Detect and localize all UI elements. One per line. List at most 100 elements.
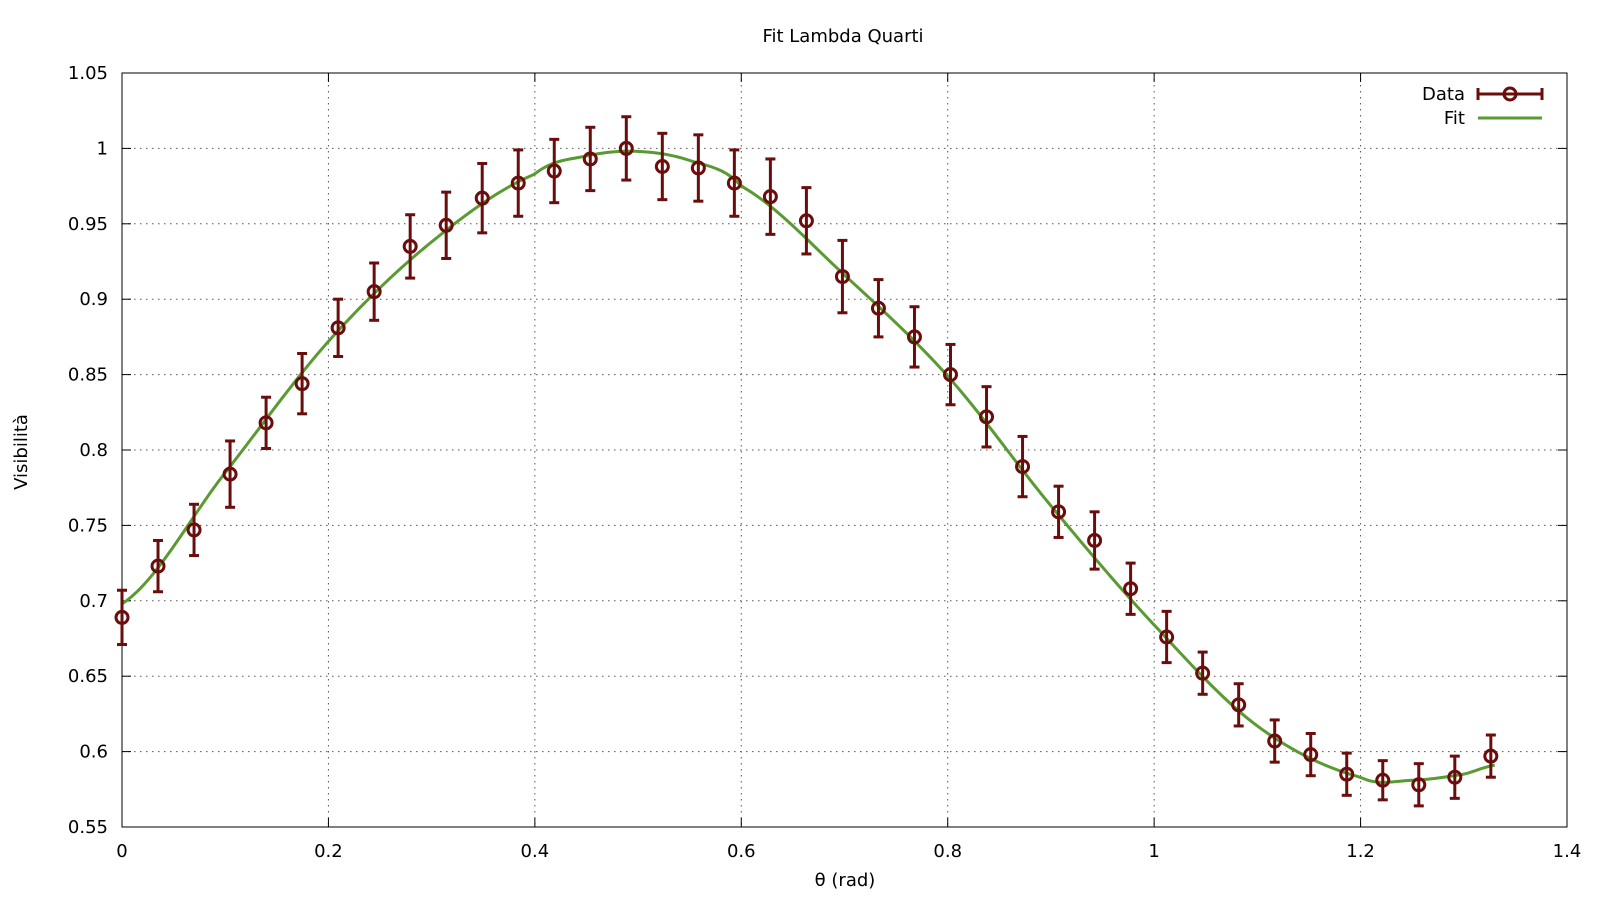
data-point — [330, 297, 346, 359]
y-tick-label: 0.6 — [79, 742, 108, 763]
fit-series — [121, 149, 1496, 784]
data-marker — [1303, 747, 1319, 763]
x-axis-label: θ (rad) — [815, 870, 876, 891]
data-point — [438, 190, 454, 260]
y-axis-label: Visibilità — [11, 414, 32, 490]
data-marker — [1447, 769, 1463, 785]
data-point — [1015, 434, 1031, 499]
y-tick-label: 0.65 — [68, 666, 108, 687]
data-marker — [943, 367, 959, 383]
y-tick-label: 1.05 — [68, 63, 108, 84]
x-tick-label: 0.8 — [933, 841, 962, 862]
data-marker — [222, 466, 238, 482]
tick-labels: 0.55 0.6 0.65 0.7 0.75 0.8 0.85 0.9 0.95 1 1.05 0 0.… — [68, 63, 1581, 862]
data-marker — [1087, 532, 1103, 548]
data-point — [1411, 762, 1427, 808]
data-point — [366, 261, 382, 322]
data-point — [690, 133, 706, 203]
data-point — [294, 351, 310, 416]
data-marker — [870, 300, 886, 316]
data-point — [1051, 484, 1067, 539]
data-point — [1231, 682, 1247, 728]
data-point — [1303, 732, 1319, 778]
data-marker — [906, 329, 922, 345]
data-marker — [582, 151, 598, 167]
data-point — [582, 125, 598, 193]
y-tick-label: 0.95 — [68, 214, 108, 235]
data-marker — [1375, 772, 1391, 788]
legend: Data Fit — [1422, 84, 1544, 129]
data-point — [546, 137, 562, 205]
data-marker — [690, 160, 706, 176]
data-point — [510, 148, 526, 218]
data-point — [798, 186, 814, 256]
data-marker — [366, 284, 382, 300]
data-marker — [654, 158, 670, 174]
data-point — [1087, 510, 1103, 571]
y-tick-label: 0.8 — [79, 440, 108, 461]
axes — [121, 72, 1568, 828]
y-tick-label: 0.7 — [79, 591, 108, 612]
x-tick-label: 1 — [1148, 841, 1159, 862]
data-point — [1339, 751, 1355, 797]
chart-title: Fit Lambda Quarti — [762, 26, 923, 47]
x-tick-label: 0.2 — [314, 841, 343, 862]
data-marker — [114, 609, 130, 625]
y-tick-label: 0.75 — [68, 515, 108, 536]
data-marker — [1051, 504, 1067, 520]
data-marker — [150, 558, 166, 574]
data-marker — [979, 409, 995, 425]
data-series — [114, 115, 1499, 808]
data-marker — [546, 163, 562, 179]
data-marker — [834, 269, 850, 285]
data-point — [1123, 561, 1139, 616]
data-point — [186, 502, 202, 558]
data-marker — [258, 415, 274, 431]
data-marker — [1159, 629, 1175, 645]
data-point — [1375, 759, 1391, 802]
data-point — [222, 439, 238, 509]
x-tick-label: 0 — [116, 841, 127, 862]
legend-label-data: Data — [1422, 84, 1465, 105]
data-marker — [510, 175, 526, 191]
data-marker — [1483, 748, 1499, 764]
data-point — [1483, 733, 1499, 779]
legend-label-fit: Fit — [1444, 108, 1465, 129]
data-marker — [330, 320, 346, 336]
y-tick-label: 0.85 — [68, 365, 108, 386]
y-tick-label: 0.9 — [79, 289, 108, 310]
data-marker — [1123, 581, 1139, 597]
data-point — [906, 305, 922, 369]
data-point — [834, 238, 850, 315]
data-point — [114, 588, 130, 647]
data-point — [654, 131, 670, 202]
data-point — [870, 278, 886, 339]
x-tick-label: 1.2 — [1346, 841, 1375, 862]
data-marker — [798, 213, 814, 229]
y-tick-label: 0.55 — [68, 817, 108, 838]
data-marker — [1267, 733, 1283, 749]
data-point — [402, 213, 418, 280]
data-point — [943, 342, 959, 407]
data-point — [258, 395, 274, 450]
data-marker — [1231, 697, 1247, 713]
data-marker — [294, 376, 310, 392]
data-marker — [1195, 665, 1211, 681]
x-tick-label: 1.4 — [1553, 841, 1582, 862]
data-marker — [186, 522, 202, 538]
data-marker — [618, 140, 634, 156]
legend-swatch-data-marker — [1502, 86, 1518, 102]
data-marker — [1339, 766, 1355, 782]
data-point — [762, 157, 778, 236]
x-tick-label: 0.4 — [521, 841, 550, 862]
data-marker — [762, 189, 778, 205]
grid — [122, 73, 1567, 827]
x-tick-label: 0.6 — [727, 841, 756, 862]
data-marker — [474, 190, 490, 206]
data-point — [1267, 718, 1283, 764]
data-point — [1195, 650, 1211, 696]
data-marker — [726, 175, 742, 191]
data-marker — [1015, 459, 1031, 475]
data-point — [726, 148, 742, 218]
